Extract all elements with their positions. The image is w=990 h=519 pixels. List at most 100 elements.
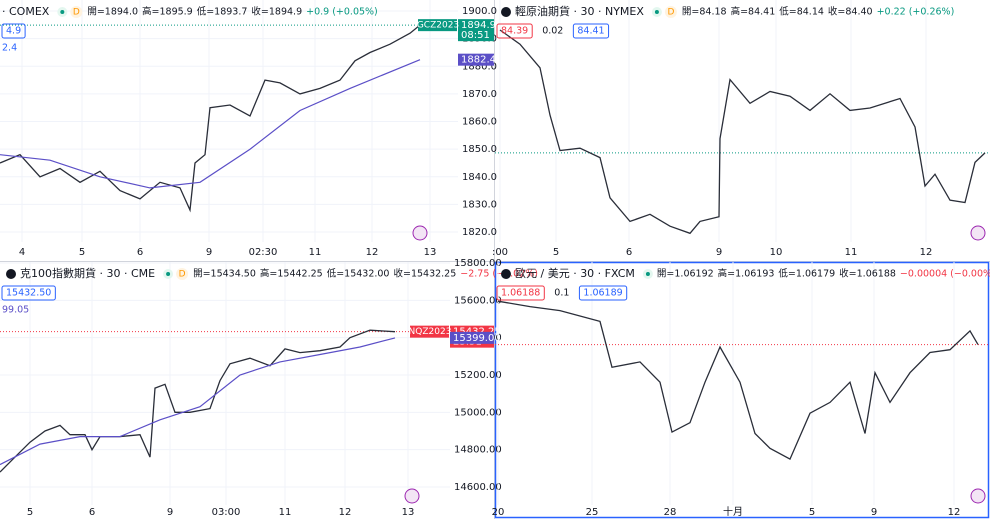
legend-value: 15432.50: [6, 288, 51, 299]
badge: D: [667, 8, 674, 18]
eye-dot: [654, 10, 659, 14]
legend-value: 0.02: [542, 26, 563, 37]
plot: [495, 0, 990, 242]
symbol-tag-label: NQZ2023: [409, 327, 452, 337]
price-tag-label: 1882.4: [461, 55, 496, 66]
x-tick-label: 13: [424, 247, 437, 258]
flash-icon: [412, 225, 428, 241]
badge-bg: [176, 268, 189, 280]
x-tick-label: 28: [664, 507, 677, 518]
eye-dot: [60, 10, 65, 14]
legend-value: 1.06189: [583, 288, 622, 299]
x-tick-label: 10: [770, 247, 783, 258]
ohlc-value: 低=15432.00: [327, 268, 390, 280]
x-tick-label: 4: [19, 247, 25, 258]
badge: D: [73, 8, 80, 18]
x-tick-label: 6: [626, 247, 632, 258]
y-tick-label: 1900.0: [462, 6, 497, 17]
x-tick-label: 十月: [723, 505, 743, 518]
x-tick-label: 5: [553, 247, 559, 258]
ohlc-value: 開=15434.50: [193, 269, 256, 280]
ohlc-value: −0.00004 (−0.00%): [900, 269, 990, 280]
ohlc-value: 收=84.40: [828, 6, 873, 18]
price-line-series: [0, 24, 421, 213]
legend-value: 84.39: [501, 26, 528, 37]
x-tick-label: 03:00: [212, 507, 241, 518]
x-tick-label: 5: [809, 507, 815, 518]
y-tick-label: 1870.0: [462, 89, 497, 100]
x-tick-label: 13: [402, 507, 415, 518]
symbol-tag: [410, 325, 449, 338]
eye-dot: [645, 272, 650, 276]
x-tick-label: 11: [309, 247, 322, 258]
flash-icon: [970, 488, 986, 504]
symbol: 歐元 / 美元 · 30 · FXCM: [515, 266, 635, 280]
x-tick-label: 12: [948, 507, 961, 518]
y-tick-label: 15600.00: [454, 295, 502, 306]
x-tick-label: 02:30: [249, 247, 278, 258]
legend-value-box: [1, 285, 56, 301]
price-tag-label: 1894.9: [461, 20, 496, 31]
symbol-icon: [6, 269, 16, 279]
ohlc-value: 高=1895.9: [142, 6, 193, 18]
legend-value-box: [1, 23, 26, 39]
y-tick-label: 1830.0: [462, 199, 497, 210]
eye-dot: [166, 272, 171, 276]
y-tick-label: 15200.00: [454, 370, 502, 381]
badge-bg: [664, 6, 677, 18]
ohlc-value: 低=84.14: [779, 6, 824, 18]
x-tick-label: 12: [920, 247, 933, 258]
ohlc-value: 開=1894.0: [87, 7, 138, 18]
price-tag: [458, 53, 494, 66]
legend-value: 0.1: [554, 288, 569, 299]
x-tick-label: 11: [279, 507, 292, 518]
legend-value-box: [578, 285, 628, 301]
y-tick-label: 1860.0: [462, 117, 497, 128]
x-tick-label: 6: [89, 507, 95, 518]
y-tick-label: 14800.00: [454, 445, 502, 456]
legend-value: 1.06188: [501, 288, 540, 299]
flash-icon: [970, 225, 986, 241]
x-tick-label: 9: [206, 247, 212, 258]
y-tick-label: 15800.00: [454, 258, 502, 269]
x-tick-label: 5: [79, 247, 85, 258]
badge: D: [179, 270, 186, 280]
ohlc-value: 低=1893.7: [197, 6, 248, 18]
legend-value: 84.41: [577, 26, 604, 37]
symbol: · COMEX: [2, 5, 50, 18]
moving-average: [0, 59, 421, 189]
ohlc-value: 收=15432.25: [393, 268, 456, 280]
x-tick-label: 12: [366, 247, 379, 258]
active-panel-border: [494, 261, 990, 519]
legend-value-box: [496, 285, 545, 301]
symbol: 輕原油期貨 · 30 · NYMEX: [515, 4, 644, 18]
y-tick-label: 1820.0: [462, 227, 497, 238]
ohlc-value: 開=1.06192: [657, 269, 714, 280]
price-tag-label: 15399.00: [453, 333, 501, 344]
legend-value: 99.05: [2, 305, 29, 316]
y-tick-label: 1850.0: [462, 144, 497, 155]
x-tick-label: 5: [27, 507, 33, 518]
price-tag-time: 08:51: [461, 30, 490, 41]
moving-average: [0, 337, 396, 466]
x-tick-label: 9: [716, 247, 722, 258]
legend-value: 2.4: [2, 43, 17, 54]
plot: [0, 262, 450, 505]
ohlc-value: +0.9 (+0.05%): [306, 7, 378, 18]
ohlc-value: 收=1.06188: [839, 268, 896, 280]
y-tick-label: 14600.00: [454, 482, 502, 493]
symbol-tag: [418, 19, 457, 32]
x-tick-label: 9: [871, 507, 877, 518]
ohlc-value: 開=84.18: [682, 7, 727, 18]
x-tick-label: :00: [492, 247, 508, 258]
price-tag: [450, 331, 494, 344]
y-tick-label: 1840.0: [462, 172, 497, 183]
ohlc-value: +0.22 (+0.26%): [877, 7, 955, 18]
symbol-tag-label: GCZ2023: [417, 21, 459, 31]
legend-value-box: [496, 23, 533, 39]
price-line-series: [0, 329, 396, 473]
symbol: 克100指數期貨 · 30 · CME: [20, 266, 155, 280]
y-tick-label: 1880.0: [462, 61, 497, 72]
